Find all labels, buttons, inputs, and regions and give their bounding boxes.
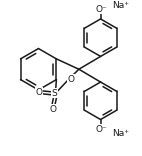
Text: S: S — [52, 89, 57, 98]
Text: O: O — [67, 75, 74, 84]
Text: O: O — [35, 88, 42, 97]
Text: O: O — [50, 105, 57, 114]
Text: O⁻: O⁻ — [96, 5, 107, 14]
Text: O⁻: O⁻ — [96, 125, 107, 134]
Text: Na⁺: Na⁺ — [112, 129, 129, 138]
Text: Na⁺: Na⁺ — [112, 1, 129, 10]
